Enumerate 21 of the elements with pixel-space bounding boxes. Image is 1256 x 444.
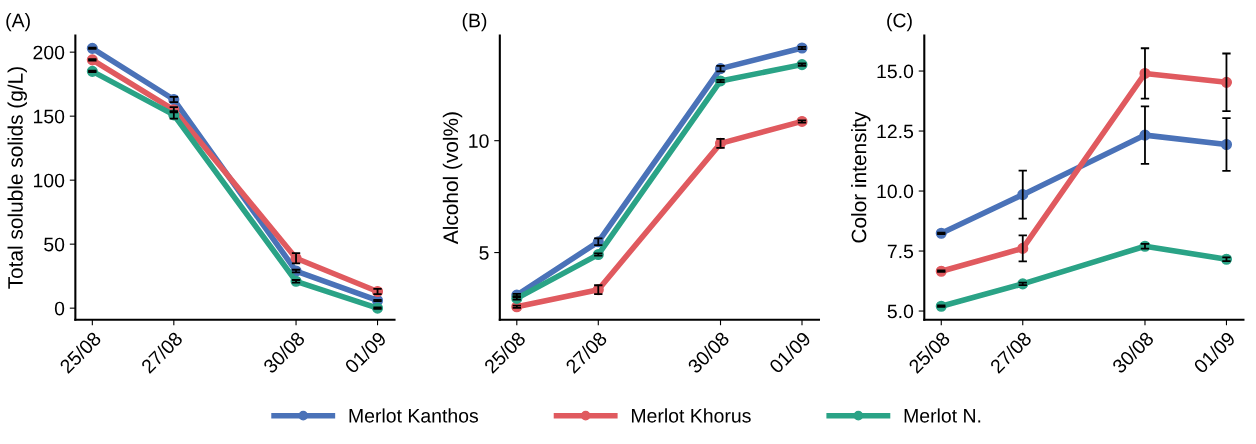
y-tick-label: 0 bbox=[54, 301, 65, 316]
y-tick-label: 7.5 bbox=[887, 244, 914, 259]
y-tick-label: 15.0 bbox=[877, 64, 914, 79]
legend-label: Merlot N. bbox=[904, 408, 981, 423]
chart-title: (B) bbox=[462, 13, 487, 32]
y-tick-label: 5.0 bbox=[887, 304, 914, 319]
y-axis-title: Total soluble solids (g/L) bbox=[7, 67, 27, 289]
legend-label: Merlot Khorus bbox=[631, 408, 751, 423]
y-tick-label: 5 bbox=[479, 246, 489, 260]
y-tick-label: 10 bbox=[469, 134, 489, 148]
y-axis-title: Color intensity bbox=[851, 111, 871, 243]
y-tick-label: 100 bbox=[33, 173, 65, 188]
chart-title: (C) bbox=[887, 13, 912, 32]
y-tick-label: 12.5 bbox=[877, 124, 914, 139]
y-axis-title: Alcohol (vol%) bbox=[442, 112, 463, 245]
legend-label: Merlot Kanthos bbox=[349, 408, 479, 423]
chart-title: (A) bbox=[6, 13, 30, 32]
y-tick-label: 10.0 bbox=[877, 184, 914, 199]
y-tick-label: 50 bbox=[44, 237, 65, 252]
y-tick-label: 200 bbox=[33, 45, 65, 60]
y-tick-label: 150 bbox=[33, 109, 65, 124]
